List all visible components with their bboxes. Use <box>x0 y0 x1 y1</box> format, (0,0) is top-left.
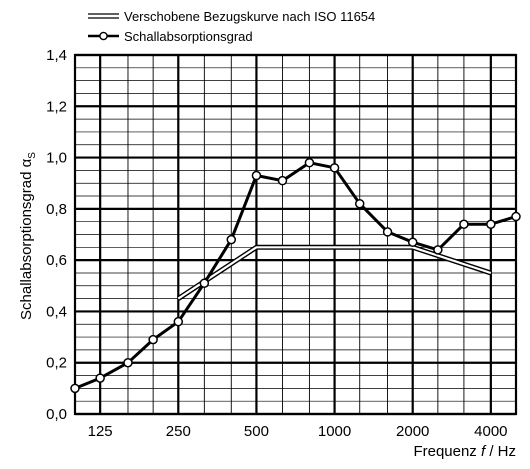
x-tick-label: 4000 <box>474 423 507 440</box>
y-tick-label: 1,4 <box>46 47 67 64</box>
data-point <box>95 373 105 383</box>
grid <box>73 53 518 416</box>
data-point <box>251 170 262 181</box>
data-point <box>486 219 496 229</box>
y-tick-label: 1,2 <box>46 98 67 115</box>
y-axis-title-main: Schallabsorptionsgrad α <box>18 158 35 320</box>
x-tick-label: 500 <box>244 423 269 440</box>
x-tick-label: 2000 <box>396 423 429 440</box>
legend-swatch-absorption <box>88 31 119 41</box>
data-point <box>354 198 365 209</box>
y-tick-label: 0,4 <box>46 303 67 320</box>
data-point <box>304 157 315 168</box>
x-axis-title-symbol: f <box>481 443 487 460</box>
data-point <box>277 175 288 186</box>
legend-label-absorption: Schallabsorptionsgrad <box>124 29 253 44</box>
y-tick-labels: 0,0 0,2 0,4 0,6 0,8 1,0 1,2 1,4 <box>46 47 67 423</box>
y-axis-title-subscript: S <box>27 152 38 159</box>
y-tick-label: 0,8 <box>46 201 67 218</box>
data-point <box>407 237 418 247</box>
y-tick-label: 0,0 <box>46 406 67 423</box>
y-tick-label: 0,6 <box>46 252 67 269</box>
data-point <box>148 334 158 345</box>
x-axis-title-unit: / Hz <box>485 443 516 460</box>
x-axis-title: Frequenz f / Hz <box>413 443 516 460</box>
x-tick-label: 1000 <box>318 423 351 440</box>
x-tick-labels: 125 250 500 1000 2000 4000 <box>88 423 508 440</box>
y-tick-label: 1,0 <box>46 150 67 167</box>
data-point <box>329 163 340 173</box>
data-point <box>382 227 393 237</box>
data-point <box>511 211 521 222</box>
x-axis-title-main: Frequenz <box>413 443 481 460</box>
x-tick-label: 125 <box>88 423 113 440</box>
reference-curve <box>176 244 492 301</box>
data-point <box>199 278 210 288</box>
data-point <box>70 383 80 394</box>
legend-label-reference: Verschobene Bezugskurve nach ISO 11654 <box>124 9 375 24</box>
absorption-line <box>74 161 517 390</box>
data-point <box>123 357 133 368</box>
data-point <box>433 245 443 255</box>
reference-line-inner <box>177 246 492 300</box>
x-tick-label: 250 <box>166 423 191 440</box>
legend: Verschobene Bezugskurve nach ISO 11654 S… <box>88 9 375 44</box>
data-point <box>459 219 469 229</box>
absorption-curve <box>70 157 521 394</box>
plot-frame <box>73 53 518 416</box>
y-tick-label: 0,2 <box>46 355 67 372</box>
data-point <box>173 316 184 327</box>
legend-swatch-reference <box>88 13 119 19</box>
data-point <box>226 234 237 245</box>
y-axis-title: Schallabsorptionsgrad αS <box>18 152 38 320</box>
